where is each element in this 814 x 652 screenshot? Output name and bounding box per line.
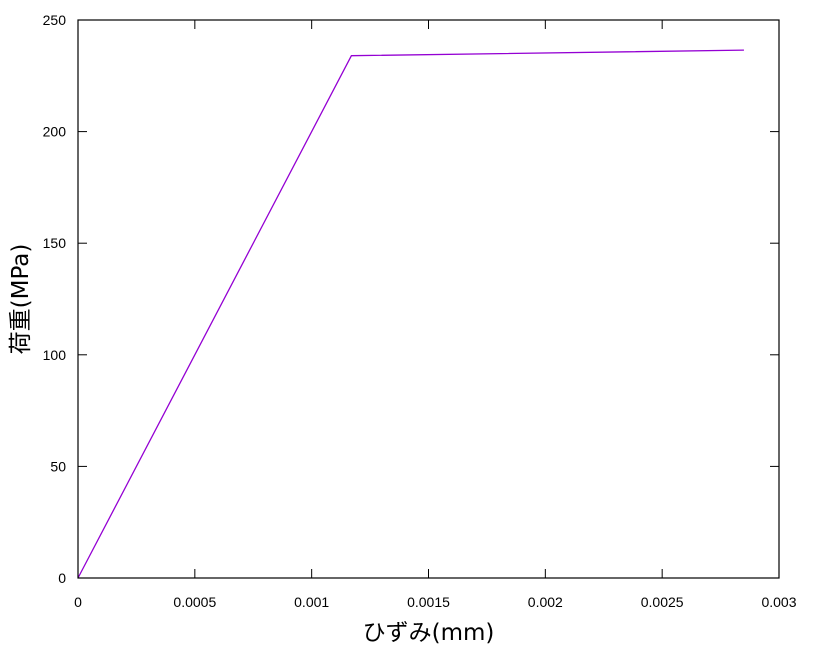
x-tick-label: 0.002	[528, 594, 563, 610]
plot-frame	[77, 19, 780, 579]
x-tick-label: 0.0005	[173, 594, 216, 610]
x-tick-label: 0.001	[294, 594, 329, 610]
y-tick-label: 200	[43, 124, 67, 140]
x-tick-labels: 0 0.0005 0.001 0.0015 0.002 0.0025 0.003	[74, 594, 797, 610]
series-layer	[77, 49, 744, 579]
y-tick-labels: 0 50 100 150 200 250	[43, 12, 67, 586]
x-tick-label: 0.0015	[407, 594, 450, 610]
series-line	[77, 49, 744, 579]
x-tick-label: 0.0025	[641, 594, 684, 610]
x-axis-title: ひずみ(mm)	[363, 620, 495, 646]
y-tick-label: 50	[50, 458, 66, 474]
x-tick-label: 0	[74, 594, 82, 610]
y-tick-label: 0	[58, 570, 66, 586]
y-tick-label: 150	[43, 235, 67, 251]
y-tick-label: 250	[43, 12, 67, 28]
x-tick-label: 0.003	[761, 594, 796, 610]
y-axis-title: 荷重(MPa)	[8, 244, 34, 355]
y-tick-label: 100	[43, 347, 67, 363]
axis-ticks	[77, 19, 780, 579]
